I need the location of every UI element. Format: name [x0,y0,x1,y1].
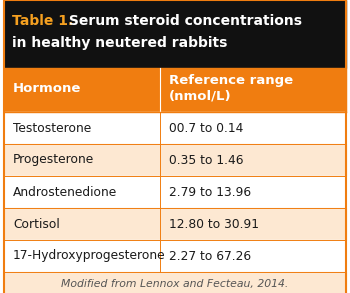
Text: Testosterone: Testosterone [13,122,91,134]
Bar [4,0,346,68]
Bar [4,144,346,176]
Bar [4,208,346,240]
Text: Progesterone: Progesterone [13,154,94,166]
Text: 12.80 to 30.91: 12.80 to 30.91 [169,217,259,231]
Bar [4,112,346,144]
Text: 2.79 to 13.96: 2.79 to 13.96 [169,185,251,198]
Text: Hormone: Hormone [13,81,81,95]
Bar [4,176,346,208]
Text: 0.35 to 1.46: 0.35 to 1.46 [169,154,243,166]
Text: 00.7 to 0.14: 00.7 to 0.14 [169,122,243,134]
Text: 17-Hydroxyprogesterone: 17-Hydroxyprogesterone [13,250,166,263]
Text: Reference range
(nmol/L): Reference range (nmol/L) [169,74,293,102]
Text: Modified from Lennox and Fecteau, 2014.: Modified from Lennox and Fecteau, 2014. [61,279,289,289]
Text: Serum steroid concentrations: Serum steroid concentrations [64,14,302,28]
Text: in healthy neutered rabbits: in healthy neutered rabbits [12,36,228,50]
Text: 2.27 to 67.26: 2.27 to 67.26 [169,250,251,263]
Bar [4,272,346,293]
Bar [4,240,346,272]
Bar [4,68,346,112]
Text: Androstenedione: Androstenedione [13,185,117,198]
Text: Table 1.: Table 1. [12,14,73,28]
Text: Cortisol: Cortisol [13,217,60,231]
